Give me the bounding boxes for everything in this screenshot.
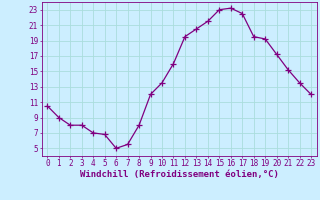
X-axis label: Windchill (Refroidissement éolien,°C): Windchill (Refroidissement éolien,°C) — [80, 170, 279, 179]
